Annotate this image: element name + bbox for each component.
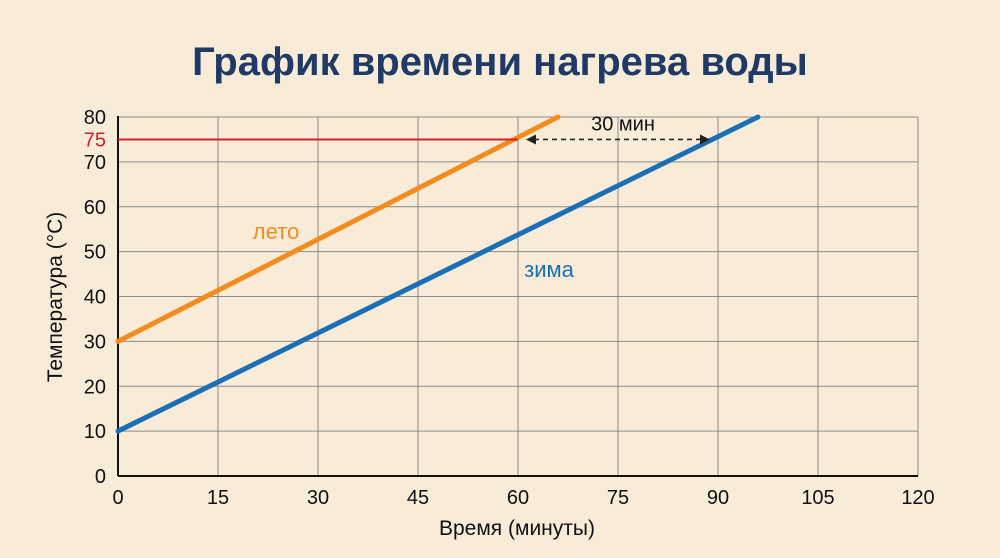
- x-axis-label: Время (минуты): [439, 517, 595, 540]
- difference-arrowhead-left: [526, 134, 536, 145]
- x-tick-label: 60: [507, 487, 529, 509]
- x-tick-label: 30: [307, 487, 329, 509]
- x-tick-label: 120: [901, 487, 934, 509]
- series-line-zima: [115, 114, 761, 434]
- x-tick-label: 0: [112, 487, 123, 509]
- series-line-leto: [115, 114, 561, 344]
- y-tick-label: 50: [84, 242, 106, 264]
- difference-label: 30 мин: [591, 113, 655, 135]
- y-tick-label: 70: [84, 152, 106, 174]
- highlight-tick-label: 75: [84, 129, 106, 151]
- tick-labels: 0 15 30 45 60 75 90 105 120 0 10 20 30 40 50 60 70 80: [84, 107, 935, 509]
- series-label: зима: [524, 257, 575, 282]
- x-tick-label: 90: [707, 487, 729, 509]
- series-layer: лето зима: [115, 114, 761, 434]
- chart-title: График времени нагрева воды: [192, 40, 808, 84]
- x-tick-label: 105: [801, 487, 834, 509]
- y-axis-label: Температура (°C): [44, 212, 67, 383]
- annotation-layer: 75 30 мин: [84, 113, 710, 151]
- y-tick-label: 40: [84, 287, 106, 309]
- grid: [117, 116, 919, 477]
- y-tick-label: 80: [84, 107, 106, 129]
- x-tick-label: 45: [407, 487, 429, 509]
- x-tick-label: 75: [607, 487, 629, 509]
- series-label: лето: [253, 219, 299, 244]
- y-tick-label: 60: [84, 197, 106, 219]
- y-tick-label: 0: [95, 466, 106, 488]
- y-tick-label: 20: [84, 376, 106, 398]
- y-tick-label: 30: [84, 331, 106, 353]
- y-tick-label: 10: [84, 421, 106, 443]
- difference-arrowhead-right: [700, 134, 710, 145]
- x-tick-label: 15: [207, 487, 229, 509]
